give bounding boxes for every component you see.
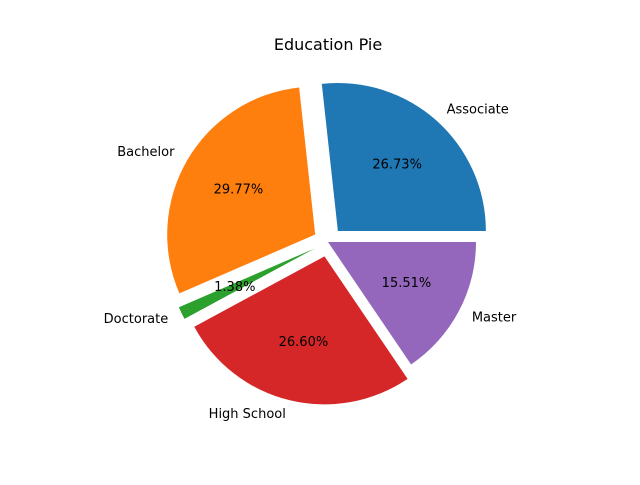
slice-percent-associate: 26.73%: [372, 157, 422, 172]
chart-title: Education Pie: [274, 35, 382, 54]
slice-label-high-school: High School: [209, 407, 286, 422]
pie-slice-bachelor: [167, 87, 316, 294]
slice-label-bachelor: Bachelor: [117, 145, 175, 160]
slice-label-associate: Associate: [447, 102, 509, 117]
slice-percent-bachelor: 29.77%: [214, 182, 264, 197]
pie-labels: Associate 26.73% Bachelor 29.77% Doctorate 1.…: [104, 102, 517, 422]
pie-slice-master: [328, 242, 476, 365]
slice-percent-master: 15.51%: [382, 276, 432, 291]
slice-percent-high-school: 26.60%: [279, 335, 329, 350]
pie-slices: [167, 82, 486, 405]
pie-slice-high-school: [194, 256, 408, 405]
slice-label-master: Master: [472, 311, 517, 326]
pie-slice-associate: [321, 82, 486, 231]
slice-label-doctorate: Doctorate: [104, 312, 169, 327]
slice-percent-doctorate: 1.38%: [214, 280, 255, 295]
pie-slice-doctorate: [178, 248, 315, 319]
